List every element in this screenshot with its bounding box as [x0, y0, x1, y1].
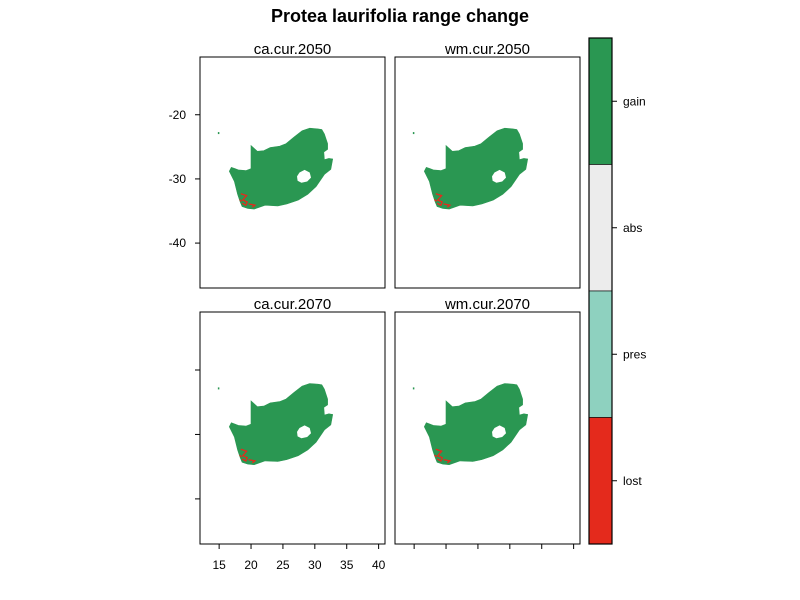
- figure-title: Protea laurifolia range change: [271, 6, 529, 26]
- legend-label-lost: lost: [623, 474, 642, 488]
- panel-title: ca.cur.2050: [254, 41, 332, 58]
- lost-cells: [443, 458, 452, 464]
- map-panel-ca.cur.2050: ca.cur.2050: [199, 41, 386, 289]
- legend-label-abs: abs: [623, 221, 642, 235]
- lost-cells: [435, 193, 444, 207]
- legend-swatch-lost: [588, 417, 613, 545]
- lost-cells: [435, 448, 444, 462]
- lost-cells: [443, 203, 452, 208]
- legend-swatch-pres: [588, 290, 613, 418]
- x-tick-label: 35: [340, 558, 354, 572]
- lesotho-area: [492, 169, 506, 183]
- lost-cells: [240, 448, 249, 462]
- lost-cells: [239, 454, 242, 458]
- x-tick-label: 30: [308, 558, 322, 572]
- x-tick-label: 15: [212, 558, 226, 572]
- x-tick-label: 25: [276, 558, 290, 572]
- gain-pixel: [217, 132, 220, 135]
- lesotho-area: [297, 169, 311, 183]
- y-tick-label: -30: [169, 172, 187, 186]
- lesotho-area: [492, 425, 506, 439]
- lost-cells: [248, 203, 257, 208]
- legend-border: [588, 37, 613, 545]
- map-panel-wm.cur.2070: wm.cur.2070: [394, 296, 581, 545]
- x-tick-label: 20: [244, 558, 258, 572]
- lost-cells: [434, 199, 437, 202]
- y-tick-label: -20: [169, 108, 187, 122]
- gain-pixel: [412, 387, 415, 390]
- y-tick-label: -40: [169, 236, 187, 250]
- legend-label-pres: pres: [623, 347, 646, 361]
- panel-title: ca.cur.2070: [254, 296, 332, 313]
- gain-region: [228, 127, 334, 210]
- x-tick-label: 40: [372, 558, 386, 572]
- map-panel-ca.cur.2070: ca.cur.2070: [199, 296, 386, 545]
- gain-pixel: [412, 132, 415, 135]
- lost-cells: [248, 458, 257, 464]
- panel-title: wm.cur.2070: [444, 296, 530, 313]
- gain-region: [423, 383, 529, 466]
- map-panel-wm.cur.2050: wm.cur.2050: [394, 41, 581, 289]
- lost-cells: [434, 454, 437, 458]
- lost-cells: [239, 199, 242, 202]
- axes: -20 -30 -40 15 20 25 30 35 40: [169, 108, 575, 572]
- legend-swatch-abs: [588, 164, 613, 292]
- gain-region: [228, 383, 334, 466]
- gain-region: [423, 127, 529, 210]
- map-panels: ca.cur.2050 wm.cur.2050 ca.cur.2070 wm.cur.…: [199, 41, 581, 545]
- gain-pixel: [217, 387, 220, 390]
- legend-swatch-gain: [588, 37, 613, 165]
- lesotho-area: [297, 425, 311, 439]
- legend: gain abs pres lost: [588, 37, 646, 545]
- legend-label-gain: gain: [623, 94, 646, 108]
- lost-cells: [240, 193, 249, 207]
- panel-title: wm.cur.2050: [444, 41, 530, 58]
